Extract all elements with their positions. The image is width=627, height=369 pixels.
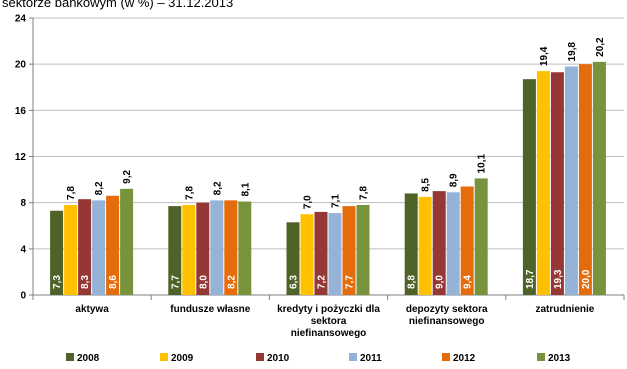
data-label: 8,2 bbox=[212, 181, 223, 195]
bar bbox=[522, 79, 536, 295]
x-category-label: niefinansowego bbox=[291, 328, 367, 339]
data-label: 7,2 bbox=[317, 275, 328, 289]
bar bbox=[92, 200, 106, 295]
bar bbox=[432, 191, 446, 295]
data-label: 20,0 bbox=[581, 269, 592, 289]
data-label: 7,0 bbox=[303, 195, 314, 209]
data-label: 8,5 bbox=[421, 178, 432, 192]
bar bbox=[460, 186, 474, 295]
x-category-label: zatrudnienie bbox=[535, 304, 594, 315]
data-label: 7,8 bbox=[184, 186, 195, 200]
bar bbox=[300, 214, 314, 295]
bar bbox=[106, 195, 120, 295]
y-tick-label: 4 bbox=[20, 244, 26, 255]
y-tick-label: 16 bbox=[15, 106, 27, 117]
y-tick-label: 0 bbox=[20, 291, 26, 302]
x-category-label: niefinansowego bbox=[409, 316, 485, 327]
bar bbox=[328, 213, 342, 295]
bar bbox=[238, 201, 252, 295]
data-label: 8,0 bbox=[198, 275, 209, 289]
data-label: 9,2 bbox=[122, 169, 133, 183]
data-label: 8,6 bbox=[108, 275, 119, 289]
data-label: 9,0 bbox=[435, 275, 446, 289]
bar bbox=[446, 192, 460, 295]
legend-swatch bbox=[66, 353, 74, 361]
bar bbox=[196, 202, 210, 295]
data-label: 8,2 bbox=[94, 181, 105, 195]
bar bbox=[474, 178, 488, 295]
data-label: 8,2 bbox=[226, 275, 237, 289]
data-label: 19,8 bbox=[567, 42, 578, 62]
data-label: 8,1 bbox=[240, 182, 251, 196]
x-category-label: aktywa bbox=[75, 304, 109, 315]
bar bbox=[224, 200, 238, 295]
data-label: 19,4 bbox=[539, 46, 550, 66]
bar bbox=[356, 204, 370, 295]
y-tick-label: 8 bbox=[20, 198, 26, 209]
data-label: 7,7 bbox=[170, 275, 181, 289]
legend-swatch bbox=[160, 353, 168, 361]
data-label: 7,7 bbox=[345, 275, 356, 289]
bar bbox=[64, 204, 78, 295]
data-label: 18,7 bbox=[525, 269, 536, 289]
data-label: 10,1 bbox=[477, 154, 488, 174]
bar bbox=[314, 211, 328, 295]
legend-label: 2012 bbox=[453, 353, 476, 364]
legend-label: 2013 bbox=[548, 353, 571, 364]
data-label: 7,8 bbox=[66, 186, 77, 200]
chart-title: sektorze bankowym (w %) – 31.12.2013 bbox=[2, 0, 234, 10]
bar bbox=[168, 206, 182, 295]
data-label: 7,8 bbox=[359, 186, 370, 200]
data-label: 6,3 bbox=[289, 275, 300, 289]
legend-swatch bbox=[442, 353, 450, 361]
bar bbox=[418, 196, 432, 295]
y-tick-label: 12 bbox=[15, 152, 27, 163]
legend-swatch bbox=[349, 353, 357, 361]
bar bbox=[536, 71, 550, 295]
data-label: 8,9 bbox=[449, 173, 460, 187]
bar bbox=[50, 210, 64, 295]
legend-label: 2009 bbox=[171, 353, 194, 364]
data-label: 8,8 bbox=[407, 275, 418, 289]
legend-label: 2011 bbox=[360, 353, 382, 364]
x-category-label: fundusze własne bbox=[170, 304, 250, 315]
bar bbox=[564, 66, 578, 295]
data-label: 7,3 bbox=[52, 275, 63, 289]
bar bbox=[286, 222, 300, 295]
bar bbox=[592, 61, 606, 295]
data-label: 8,3 bbox=[80, 275, 91, 289]
data-label: 19,3 bbox=[553, 269, 564, 289]
legend-label: 2010 bbox=[267, 353, 290, 364]
bar bbox=[342, 206, 356, 295]
bar bbox=[182, 204, 196, 295]
y-tick-label: 24 bbox=[15, 14, 27, 25]
bar bbox=[578, 64, 592, 296]
bar bbox=[78, 199, 92, 295]
legend-label: 2008 bbox=[77, 353, 100, 364]
legend-swatch bbox=[537, 353, 545, 361]
y-tick-label: 20 bbox=[15, 60, 27, 71]
data-label: 20,2 bbox=[595, 37, 606, 57]
data-label: 7,1 bbox=[331, 194, 342, 208]
x-category-label: depozyty sektora bbox=[406, 304, 488, 315]
legend-swatch bbox=[256, 353, 264, 361]
data-label: 9,4 bbox=[463, 275, 474, 289]
x-category-label: kredyty i pożyczki dla bbox=[277, 304, 380, 315]
bar bbox=[210, 200, 224, 295]
x-category-label: sektora bbox=[311, 316, 347, 327]
bar bbox=[550, 72, 564, 295]
bar bbox=[404, 193, 418, 295]
bar bbox=[120, 188, 134, 295]
